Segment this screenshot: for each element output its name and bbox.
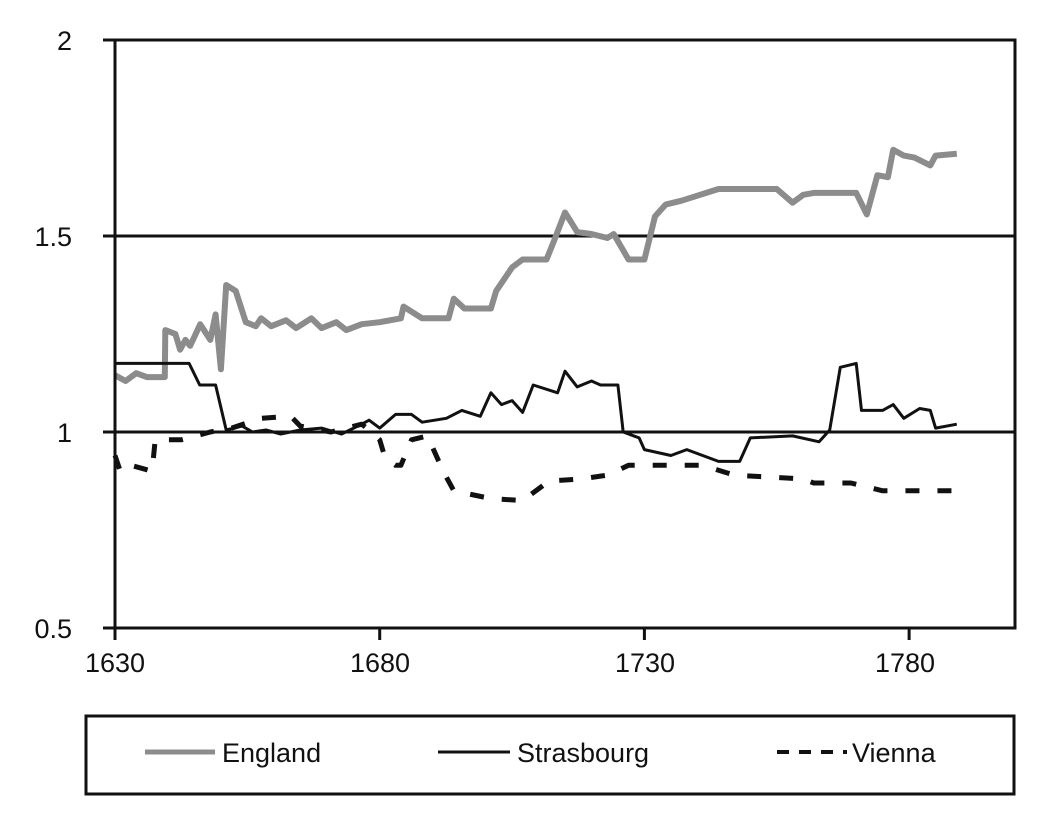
- series-line-vienna: [112, 413, 957, 504]
- y-tick-labels: 0.5 1 1.5 2: [34, 26, 72, 644]
- legend-label-strasbourg: Strasbourg: [517, 738, 649, 768]
- plot-frame: [113, 38, 1017, 630]
- y-tick-label: 1: [57, 418, 72, 448]
- x-tick-label: 1780: [875, 648, 935, 678]
- series-line-england: [113, 146, 958, 384]
- x-tick-label: 1630: [85, 648, 145, 678]
- axes: [103, 38, 1017, 640]
- legend-label-vienna: Vienna: [852, 738, 937, 768]
- legend-box: [84, 714, 1016, 796]
- series-line-strasbourg: [115, 361, 958, 463]
- x-tick-labels: 1630 1680 1730 1780: [85, 648, 935, 678]
- x-tick-label: 1680: [350, 648, 410, 678]
- x-tick-label: 1730: [615, 648, 675, 678]
- legend: England Strasbourg Vienna: [84, 714, 1016, 796]
- y-tick-label: 2: [57, 26, 72, 56]
- grid-lines: [115, 234, 1015, 434]
- y-tick-label: 1.5: [34, 222, 72, 252]
- legend-label-england: England: [222, 738, 321, 768]
- y-tick-label: 0.5: [34, 614, 72, 644]
- series-group: [112, 146, 958, 504]
